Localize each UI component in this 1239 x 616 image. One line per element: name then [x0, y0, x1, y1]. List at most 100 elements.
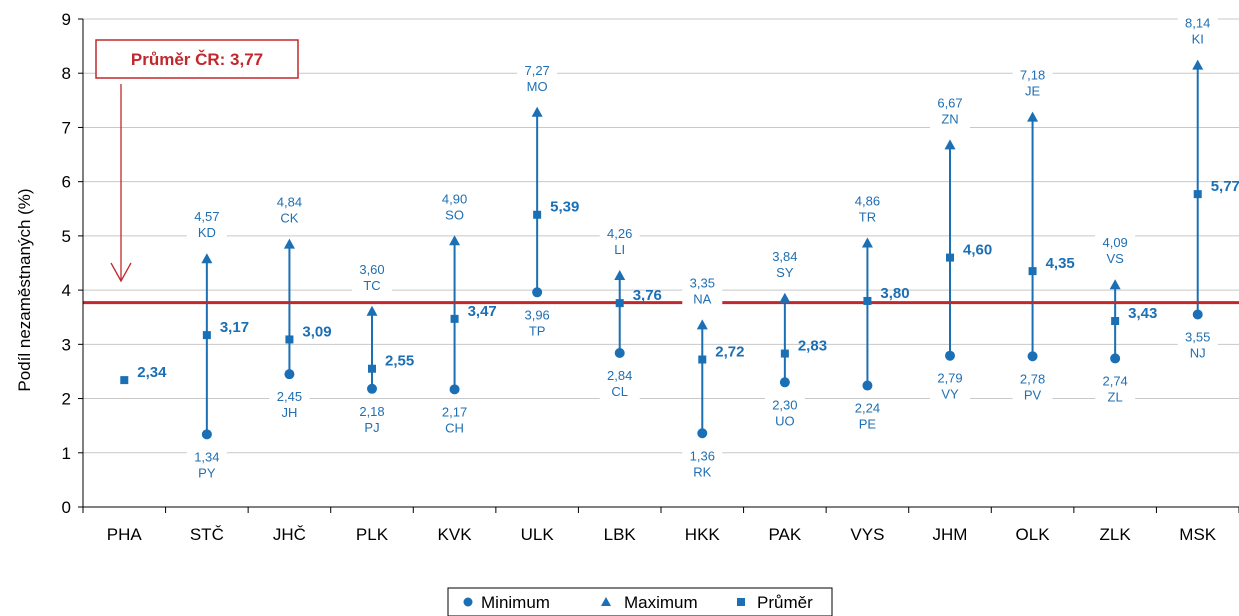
max-label-plk-bg: [352, 260, 392, 296]
min-label-lbk-value: 2,84: [607, 368, 632, 383]
avg-marker-plk: [368, 364, 376, 373]
max-label-ulk-bg: [517, 61, 558, 97]
legend-prumer-marker: [737, 598, 745, 606]
min-label-stč-code: PY: [198, 465, 216, 480]
min-label-kvk-bg: [434, 403, 475, 439]
y-tick-label-5: 5: [62, 227, 71, 246]
x-tick-label-STČ: STČ: [190, 525, 224, 544]
max-label-olk-code: JE: [1025, 84, 1041, 99]
avg-label-vys: 3,80: [880, 285, 909, 302]
max-marker-stč: [201, 253, 213, 264]
y-tick-label-6: 6: [62, 173, 71, 192]
min-marker-lbk: [614, 348, 625, 359]
avg-marker-hkk: [698, 355, 707, 364]
avg-marker-kvk: [450, 314, 459, 323]
avg-label-olk: 4,35: [1046, 255, 1075, 272]
max-label-pak-code: SY: [776, 265, 794, 280]
min-label-plk-value: 2,18: [359, 404, 384, 419]
min-label-vys-value: 2,24: [855, 401, 880, 416]
min-marker-hkk: [697, 428, 708, 439]
legend-minimum-label: Minimum: [481, 593, 550, 612]
min-label-pak-value: 2,30: [772, 397, 797, 412]
max-label-pak-bg: [764, 247, 805, 283]
avg-label-kvk: 3,47: [468, 303, 497, 320]
y-axis-title: Podíl nezaměstnaných (%): [15, 188, 34, 391]
y-tick-label-2: 2: [62, 390, 71, 409]
legend-maximum-label: Maximum: [624, 593, 698, 612]
avg-marker-vys: [863, 296, 872, 305]
legend-prumer-label: Průměr: [757, 593, 813, 612]
min-label-jhm-value: 2,79: [937, 371, 962, 386]
max-label-hkk-code: NA: [693, 291, 711, 306]
x-tick-label-OLK: OLK: [1016, 525, 1051, 544]
min-label-stč-bg: [186, 448, 227, 484]
avg-marker-jhč: [285, 335, 294, 344]
max-label-olk-bg: [1012, 66, 1053, 102]
legend-box: [447, 587, 833, 616]
min-label-olk-bg: [1012, 370, 1053, 406]
y-tick-label-7: 7: [62, 118, 71, 137]
min-label-olk-value: 2,78: [1020, 371, 1045, 386]
legend: Minimum Maximum Průměr: [447, 587, 833, 616]
min-label-jhč-code: JH: [281, 405, 297, 420]
max-label-hkk-bg: [682, 274, 723, 310]
avg-label-zlk: 3,43: [1128, 305, 1157, 322]
max-label-jhč-code: CK: [280, 211, 298, 226]
avg-label-hkk: 2,72: [715, 344, 744, 361]
max-label-stč-value: 4,57: [194, 209, 219, 224]
max-label-msk-code: KI: [1192, 32, 1204, 47]
min-marker-plk: [367, 383, 377, 394]
y-tick-label-1: 1: [62, 444, 71, 463]
max-label-msk-bg: [1177, 14, 1218, 50]
avg-label-lbk: 3,76: [633, 287, 662, 304]
min-label-lbk-bg: [599, 367, 640, 403]
max-label-vys-bg: [847, 192, 888, 228]
min-label-hkk-bg: [682, 447, 723, 483]
min-marker-zlk: [1110, 353, 1121, 364]
x-tick-label-LBK: LBK: [604, 525, 637, 544]
max-label-kvk-value: 4,90: [442, 191, 467, 206]
min-label-kvk-value: 2,17: [442, 404, 467, 419]
min-label-zlk-value: 2,74: [1102, 373, 1127, 388]
avg-label-ulk: 5,39: [550, 199, 579, 216]
y-tick-label-9: 9: [62, 10, 71, 29]
min-label-msk-code: NJ: [1190, 346, 1206, 361]
max-marker-olk: [1027, 111, 1039, 122]
avg-label-pha: 2,34: [137, 364, 167, 381]
max-marker-ulk: [531, 106, 543, 117]
callout-arrow-head: [110, 262, 132, 283]
max-label-jhm-value: 6,67: [937, 95, 962, 110]
max-marker-msk: [1192, 59, 1204, 70]
max-label-vys-value: 4,86: [855, 193, 880, 208]
avg-label-jhm: 4,60: [963, 242, 992, 259]
max-label-jhm-bg: [930, 94, 970, 130]
min-label-pak-code: UO: [775, 413, 795, 428]
max-label-jhč-bg: [269, 193, 310, 229]
max-marker-zlk: [1109, 279, 1121, 290]
max-label-zlk-code: VS: [1106, 251, 1124, 266]
max-label-lbk-bg: [599, 225, 640, 261]
max-marker-plk: [366, 305, 378, 316]
min-label-jhč-bg: [269, 388, 310, 424]
max-label-plk-code: TC: [363, 278, 380, 293]
max-marker-lbk: [614, 270, 626, 281]
min-label-msk-bg: [1177, 328, 1218, 364]
legend-maximum-marker: [601, 597, 611, 606]
x-tick-label-KVK: KVK: [438, 525, 473, 544]
avg-marker-stč: [202, 331, 211, 340]
min-label-msk-value: 3,55: [1185, 330, 1210, 345]
callout-text: Průměr ČR: 3,77: [131, 50, 263, 69]
y-tick-label-3: 3: [62, 335, 71, 354]
max-marker-pak: [779, 292, 791, 303]
max-label-jhč-value: 4,84: [277, 195, 302, 210]
max-label-stč-bg: [186, 208, 227, 244]
x-tick-label-HKK: HKK: [685, 525, 721, 544]
max-label-hkk-value: 3,35: [690, 275, 715, 290]
x-tick-label-JHM: JHM: [933, 525, 968, 544]
min-label-hkk-value: 1,36: [690, 448, 715, 463]
min-label-ulk-value: 3,96: [524, 307, 549, 322]
x-tick-label-ZLK: ZLK: [1100, 525, 1132, 544]
y-tick-label-8: 8: [62, 64, 71, 83]
